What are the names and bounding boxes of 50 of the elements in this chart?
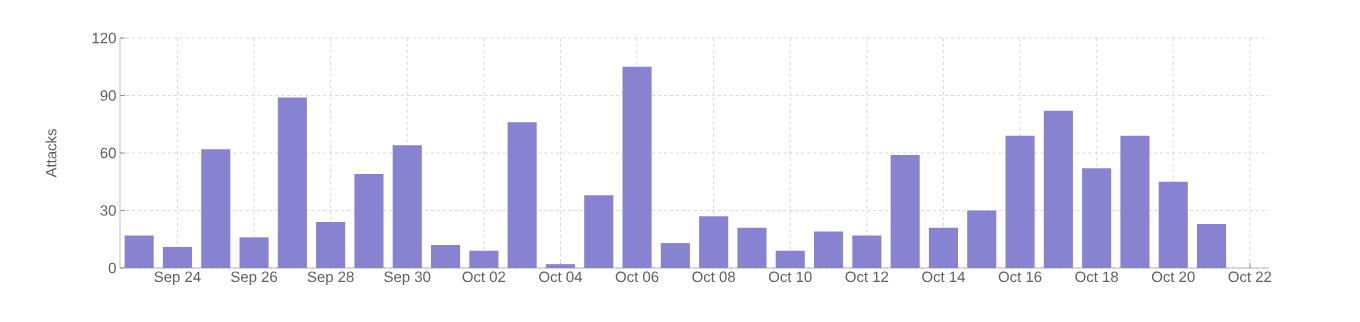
bar xyxy=(1005,135,1035,268)
x-tick-label: Oct 14 xyxy=(922,271,966,283)
bar xyxy=(392,145,422,268)
bar xyxy=(354,174,384,268)
bar xyxy=(775,250,805,268)
bar xyxy=(1196,223,1227,268)
x-tick-label: Oct 02 xyxy=(462,271,506,283)
bar xyxy=(814,231,844,268)
bar xyxy=(277,97,307,268)
y-axis-title: Attacks xyxy=(45,129,57,178)
y-tick-label: 90 xyxy=(100,90,116,101)
bar xyxy=(890,154,920,268)
bar xyxy=(660,243,690,268)
x-tick-label: Sep 28 xyxy=(307,271,354,286)
bar xyxy=(1043,110,1073,268)
bar xyxy=(545,264,575,268)
x-tick-label: Oct 06 xyxy=(615,271,659,283)
y-tick-label: 120 xyxy=(92,32,116,44)
bar xyxy=(1158,181,1188,268)
x-tick-label: Sep 24 xyxy=(154,271,201,286)
bar xyxy=(584,195,614,268)
x-tick-label: Oct 18 xyxy=(1075,271,1118,283)
x-tick-label: Oct 12 xyxy=(845,271,889,283)
bar xyxy=(852,235,882,268)
x-tick-label: Sep 26 xyxy=(231,271,278,286)
bar xyxy=(316,222,346,268)
bar xyxy=(1082,168,1112,268)
x-tick-label: Oct 08 xyxy=(692,271,735,283)
x-tick-label: Oct 10 xyxy=(768,271,812,283)
x-tick-label: Sep 30 xyxy=(384,271,431,286)
bar xyxy=(1120,135,1150,268)
bar xyxy=(162,246,192,268)
x-tick-label: Oct 16 xyxy=(998,271,1042,283)
x-tick-label: Oct 20 xyxy=(1151,271,1195,283)
bar xyxy=(201,149,231,268)
bar xyxy=(622,66,652,268)
bar xyxy=(469,250,499,268)
bar xyxy=(507,122,537,268)
bar xyxy=(124,235,154,268)
y-tick-label: 60 xyxy=(100,147,116,159)
x-tick-label: Oct 04 xyxy=(539,271,583,283)
bar xyxy=(699,216,729,268)
bar xyxy=(737,227,767,268)
y-tick-label: 0 xyxy=(108,262,116,274)
bar xyxy=(431,245,461,268)
bar xyxy=(239,237,269,268)
bar xyxy=(967,210,997,268)
bar xyxy=(928,227,958,268)
y-tick-label: 30 xyxy=(100,205,116,216)
x-tick-label: Oct 22 xyxy=(1228,271,1272,283)
